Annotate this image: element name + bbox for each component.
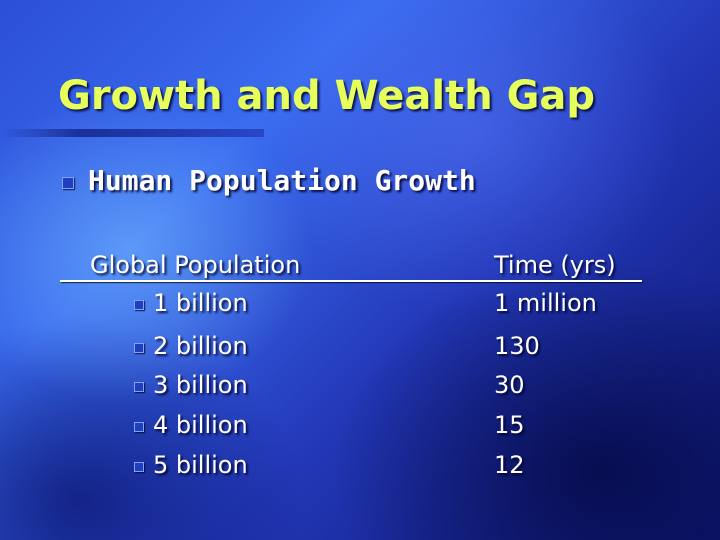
slide-title: Growth and Wealth Gap (58, 73, 596, 119)
table-row-time: 30 (494, 371, 525, 399)
table-row-population: 4 billion (153, 411, 248, 439)
column-header-time: Time (yrs) (494, 251, 616, 279)
square-bullet-icon (62, 177, 74, 189)
table-row-time: 15 (494, 411, 525, 439)
square-bullet-icon (134, 343, 144, 353)
square-bullet-icon (134, 422, 144, 432)
table-row-time: 1 million (494, 289, 597, 317)
column-header-population: Global Population (90, 251, 301, 279)
table-row-time: 12 (494, 451, 525, 479)
header-underline (60, 280, 642, 282)
square-bullet-icon (134, 300, 144, 310)
table-row-population: 2 billion (153, 332, 248, 360)
square-bullet-icon (134, 462, 144, 472)
bullet-heading: Human Population Growth (88, 164, 476, 197)
table-row-population: 1 billion (153, 289, 248, 317)
title-underline-bar (0, 129, 264, 137)
table-row-population: 3 billion (153, 371, 248, 399)
table-row-time: 130 (494, 332, 540, 360)
table-row-population: 5 billion (153, 451, 248, 479)
square-bullet-icon (134, 382, 144, 392)
